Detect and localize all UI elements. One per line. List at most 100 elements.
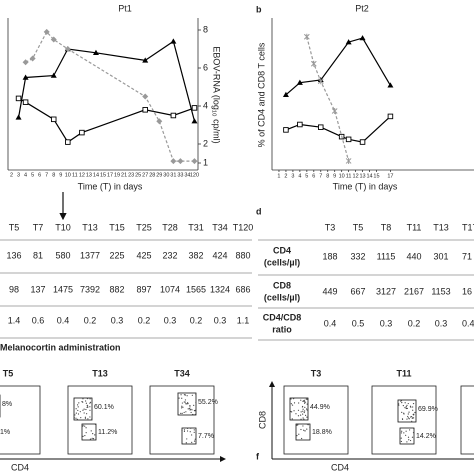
x-tick-label: 19 <box>114 172 120 178</box>
event-dot <box>297 415 300 417</box>
table-cell: 0.3 <box>164 315 177 325</box>
event-dot <box>405 405 407 408</box>
x-axis-label: CD4 <box>331 462 349 472</box>
row-label: CD4 <box>273 245 291 255</box>
table-header: T11 <box>407 222 422 232</box>
event-dot <box>83 408 85 410</box>
event-dot <box>89 398 91 400</box>
event-dot <box>302 410 304 412</box>
marker-triangle <box>191 118 198 124</box>
event-dot <box>302 400 304 403</box>
event-dot <box>85 400 87 402</box>
event-dot <box>85 402 87 404</box>
event-dot <box>402 405 404 407</box>
x-tick-label: 25 <box>135 172 141 178</box>
gate <box>73 397 93 421</box>
event-dot <box>306 409 308 411</box>
gate-percent: 18.8% <box>312 429 332 436</box>
event-dot <box>306 423 308 425</box>
event-dot <box>187 402 189 404</box>
event-dot <box>408 411 410 413</box>
table-cell: 0.4 <box>57 315 70 325</box>
event-dot <box>401 402 403 404</box>
x-tick-label: 17 <box>387 173 393 179</box>
table-cell: 1565 <box>186 284 206 294</box>
event-dot <box>190 408 192 410</box>
event-dot <box>291 418 293 420</box>
x-tick-label: 31 <box>170 172 176 178</box>
table-header: T120 <box>233 222 254 232</box>
table-cell: 0.6 <box>32 315 45 325</box>
event-dot <box>297 409 300 411</box>
panel-label: d <box>256 206 262 216</box>
event-dot <box>89 438 92 440</box>
event-dot <box>306 398 308 400</box>
event-dot <box>85 432 87 434</box>
row-label: CD4/CD8 <box>263 312 302 322</box>
event-dot <box>302 408 304 410</box>
gate-percent: 1% <box>0 429 10 436</box>
series-line <box>18 40 196 122</box>
marker-triangle <box>359 35 366 41</box>
event-dot <box>91 418 93 420</box>
event-dot <box>290 403 292 405</box>
event-dot <box>87 418 89 420</box>
x-tick-label: 10 <box>339 173 345 179</box>
x-tick-label: 12 <box>79 172 85 178</box>
event-dot <box>191 441 193 443</box>
marker-square <box>65 139 71 145</box>
event-dot <box>400 440 402 443</box>
table-cell: 0.3 <box>214 315 227 325</box>
event-dot <box>303 411 305 414</box>
marker-square <box>359 139 366 145</box>
marker-triangle <box>170 38 177 44</box>
event-dot <box>296 435 298 437</box>
x-tick-label: 30 <box>163 172 169 178</box>
table-cell: 232 <box>162 250 177 260</box>
event-dot <box>408 418 410 420</box>
gate <box>81 423 97 441</box>
event-dot <box>92 438 95 440</box>
event-dot <box>194 438 196 440</box>
table-note: Melanocortin administration <box>0 342 121 352</box>
marker-diamond <box>22 59 29 66</box>
series-line <box>25 30 195 162</box>
table-cell: 440 <box>406 251 421 261</box>
table-cell: 1074 <box>160 284 180 294</box>
event-dot <box>404 402 406 404</box>
table-cell: 188 <box>322 251 337 261</box>
event-dot <box>413 427 415 430</box>
x-tick-label: 2 <box>10 172 13 178</box>
event-dot <box>302 405 304 408</box>
event-dot <box>92 433 94 435</box>
event-dot <box>183 429 186 431</box>
table-cell: 1115 <box>377 251 396 261</box>
x-tick-label: 1 <box>277 173 280 179</box>
event-dot <box>185 442 187 444</box>
flow-plot <box>371 385 437 455</box>
event-dot <box>183 430 186 432</box>
marker-triangle <box>15 114 22 120</box>
panel-label: b <box>256 4 262 14</box>
event-dot <box>401 411 403 413</box>
x-tick-label: 34 <box>184 172 190 178</box>
event-dot <box>77 413 80 415</box>
marker-diamond <box>177 158 184 165</box>
event-dot <box>193 404 195 406</box>
table-cell: 81 <box>33 250 43 260</box>
event-dot <box>304 430 306 432</box>
event-dot <box>190 427 192 429</box>
event-dot <box>304 402 306 404</box>
table-header: T15 <box>109 222 125 232</box>
event-dot <box>302 413 304 415</box>
event-dot <box>410 416 412 418</box>
event-dot <box>195 394 197 396</box>
y2-tick-label: 6 <box>203 62 208 72</box>
table-cell: 98 <box>9 284 19 294</box>
row-label: (cells/µl) <box>264 257 300 267</box>
event-dot <box>82 425 84 427</box>
table-cell: 0.4 <box>324 318 337 328</box>
flow-timepoint: T34 <box>174 368 190 378</box>
event-dot <box>94 423 97 426</box>
